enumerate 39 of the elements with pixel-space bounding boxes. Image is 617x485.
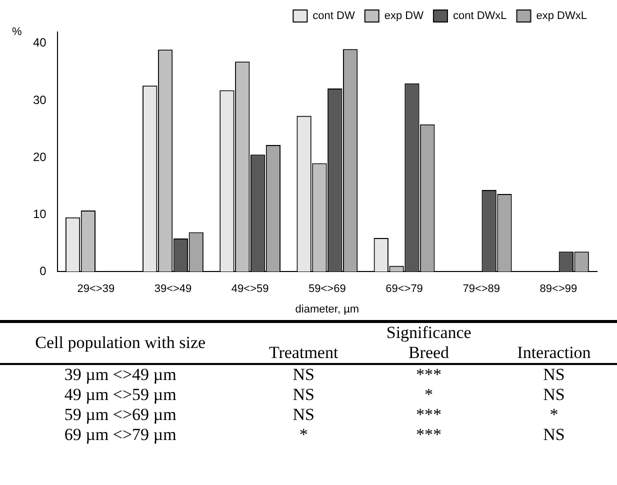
text: NS	[292, 405, 314, 425]
text: Cell population with size	[0, 322, 241, 364]
x-axis-title: diameter, µm	[295, 303, 360, 316]
legend-label: cont DW	[312, 10, 356, 22]
text: NS	[543, 385, 565, 405]
x-tick-label: 59<>69	[308, 283, 346, 296]
text: Treatment	[240, 343, 366, 364]
x-tick-label: 29<>39	[77, 283, 115, 296]
text: 49 µm <>59 µm	[64, 385, 176, 405]
y-tick-label: 30	[32, 92, 47, 107]
text: 69 µm <>79 µm	[64, 425, 176, 445]
text: NS	[292, 385, 314, 405]
legend-label: exp DW	[384, 10, 424, 22]
x-tick-label: 39<>49	[154, 283, 192, 296]
x-tick-label: 79<>89	[462, 283, 500, 296]
y-tick-label: 0	[40, 264, 47, 278]
x-tick-label: 69<>79	[386, 283, 423, 296]
y-tick-label: 40	[32, 36, 47, 50]
legend-label: cont DWxL	[452, 10, 507, 22]
text: 39 µm <>49 µm	[64, 365, 176, 385]
y-tick-label: 10	[32, 206, 47, 221]
text: *	[550, 405, 558, 425]
text: ***	[416, 405, 442, 425]
text: *	[424, 385, 433, 405]
text: NS	[292, 365, 314, 385]
text: *	[299, 425, 308, 445]
text: NS	[543, 365, 565, 385]
text: Breed	[366, 343, 491, 364]
text: NS	[543, 425, 565, 445]
x-tick-label: 89<>99	[540, 283, 578, 296]
legend-label: exp DWxL	[536, 10, 588, 22]
text: ***	[416, 425, 442, 445]
text: Significance	[385, 322, 472, 343]
x-tick-label: 49<>59	[231, 283, 269, 296]
y-axis-title: %	[12, 26, 22, 38]
y-tick-label: 20	[32, 150, 47, 164]
text: 59 µm <>69 µm	[64, 405, 176, 425]
text: Interaction	[491, 343, 617, 364]
text: ***	[416, 365, 442, 385]
